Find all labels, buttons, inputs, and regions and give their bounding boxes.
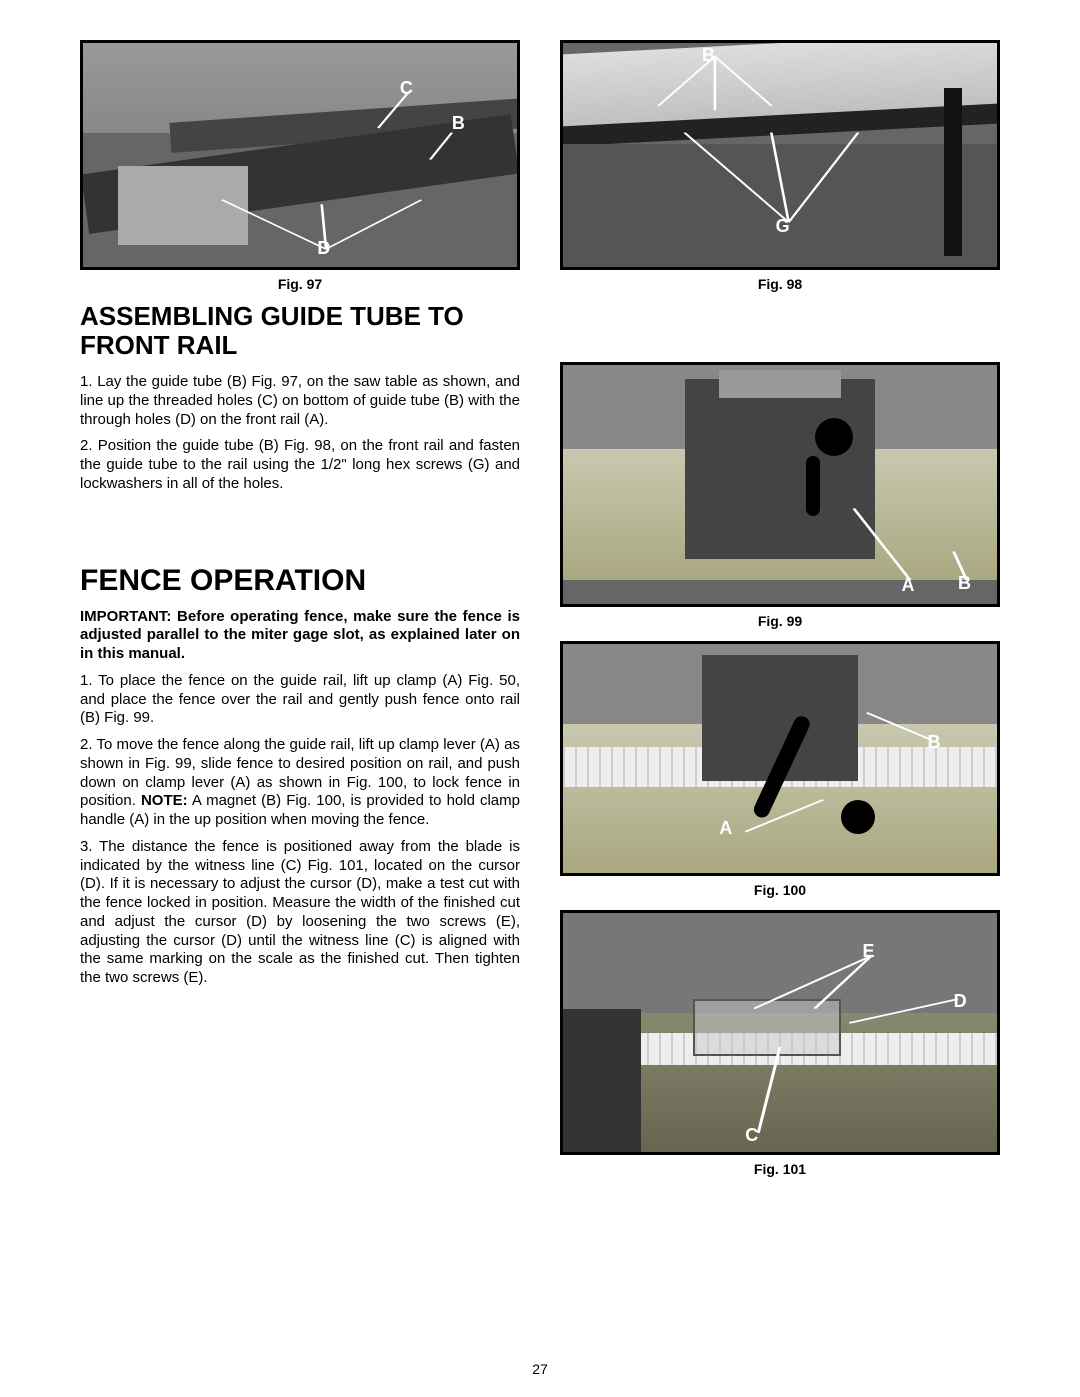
heading-fence-operation: FENCE OPERATION	[80, 564, 520, 598]
figure-97-caption: Fig. 97	[278, 276, 322, 292]
section-assembling: ASSEMBLING GUIDE TUBE TO FRONT RAIL 1. L…	[80, 292, 520, 1177]
figure-101: E D C Fig. 101	[560, 910, 1000, 1177]
figure-100-image: B A	[560, 641, 1000, 876]
figure-98: B G Fig. 98	[560, 40, 1000, 292]
figure-97: C B D Fig. 97	[80, 40, 520, 292]
figure-99-caption: Fig. 99	[758, 613, 802, 629]
figure-99: A B Fig. 99	[560, 362, 1000, 629]
fig101-label-d: D	[954, 991, 967, 1012]
section2-p3: 3. The distance the fence is positioned …	[80, 838, 520, 988]
section1-p1: 1. Lay the guide tube (B) Fig. 97, on th…	[80, 373, 520, 429]
fig101-label-e: E	[862, 941, 874, 962]
section2-p2: 2. To move the fence along the guide rai…	[80, 736, 520, 830]
figure-97-image: C B D	[80, 40, 520, 270]
section1-p2: 2. Position the guide tube (B) Fig. 98, …	[80, 437, 520, 493]
fig97-label-b: B	[452, 113, 465, 134]
fig99-label-a: A	[902, 575, 915, 596]
figure-101-image: E D C	[560, 910, 1000, 1155]
figure-98-image: B G	[560, 40, 1000, 270]
fig99-label-b: B	[958, 573, 971, 594]
fig101-label-c: C	[745, 1125, 758, 1146]
page-number: 27	[532, 1361, 548, 1377]
figure-98-caption: Fig. 98	[758, 276, 802, 292]
right-figures: A B Fig. 99 B A Fig. 100	[560, 292, 1000, 1177]
section2-p1: 1. To place the fence on the guide rail,…	[80, 672, 520, 728]
fig100-label-b: B	[928, 732, 941, 753]
fig97-label-d: D	[317, 238, 330, 259]
figure-100: B A Fig. 100	[560, 641, 1000, 898]
fig98-label-g: G	[776, 216, 790, 237]
heading-assembling: ASSEMBLING GUIDE TUBE TO FRONT RAIL	[80, 302, 520, 359]
fig100-label-a: A	[719, 818, 732, 839]
fig97-label-c: C	[400, 78, 413, 99]
figure-99-image: A B	[560, 362, 1000, 607]
figure-100-caption: Fig. 100	[754, 882, 806, 898]
fig98-label-b: B	[702, 45, 715, 66]
figure-101-caption: Fig. 101	[754, 1161, 806, 1177]
section2-important: IMPORTANT: Before operating fence, make …	[80, 608, 520, 664]
